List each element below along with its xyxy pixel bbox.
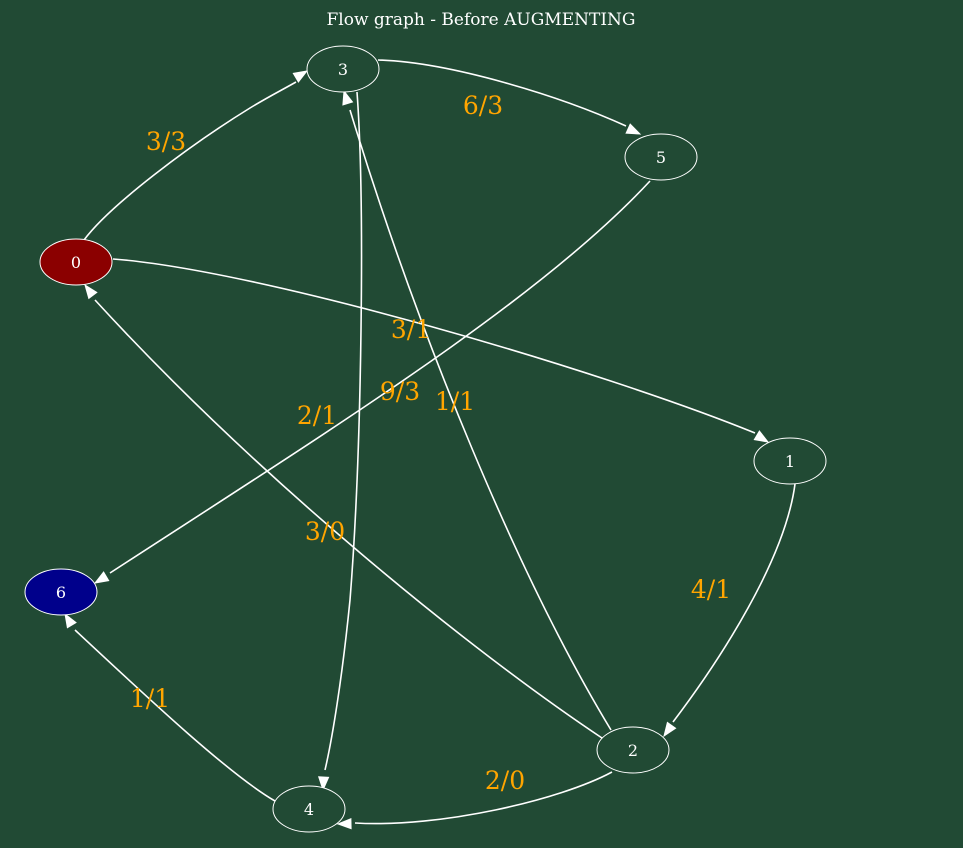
node-label: 4 [304, 800, 314, 819]
node-ellipse [24, 568, 98, 616]
edge-1-to-2 [663, 483, 796, 738]
edge-2-to-3 [342, 89, 612, 731]
edge-label-2-to-3: 1/1 [435, 387, 475, 416]
node-label: 0 [71, 253, 81, 272]
edge-line [94, 299, 603, 739]
node-6: 6 [24, 568, 98, 616]
edge-label-0-to-3: 3/3 [146, 127, 186, 156]
arrowhead-icon [84, 283, 98, 300]
node-1: 1 [753, 437, 827, 485]
edge-line [324, 91, 363, 771]
edge-label-0-to-1: 3/1 [391, 315, 431, 344]
edge-0-to-1 [112, 258, 770, 443]
edge-line [349, 109, 612, 731]
edge-label-3-to-5: 6/3 [463, 91, 503, 120]
edge-4-to-6 [64, 612, 276, 802]
edge-line [377, 59, 627, 127]
edge-line [672, 483, 796, 723]
edge-line [74, 629, 276, 802]
node-0: 0 [39, 238, 113, 286]
arrowhead-icon [64, 612, 77, 629]
graph-title: Flow graph - Before AUGMENTING [326, 10, 635, 30]
edge-2-to-0 [84, 283, 603, 739]
node-4: 4 [272, 785, 346, 833]
node-ellipse [596, 726, 670, 774]
edge-label-3-to-4: 2/1 [297, 401, 337, 430]
node-2: 2 [596, 726, 670, 774]
edge-label-5-to-6: 9/3 [380, 377, 420, 406]
node-label: 6 [56, 583, 66, 602]
arrowhead-icon [625, 123, 642, 135]
node-ellipse [753, 437, 827, 485]
node-label: 1 [785, 452, 795, 471]
edge-line [109, 180, 651, 574]
nodes-layer: 0 1 2 3 4 5 6 [24, 45, 827, 833]
arrowhead-icon [753, 430, 770, 443]
node-ellipse [624, 133, 698, 181]
edge-label-2-to-0: 3/0 [305, 517, 345, 546]
edge-label-4-to-6: 1/1 [130, 684, 170, 713]
edge-3-to-4 [317, 91, 363, 792]
node-label: 2 [628, 741, 638, 760]
arrowhead-icon [663, 721, 677, 738]
node-5: 5 [624, 133, 698, 181]
edge-labels-layer: 3/3 6/3 3/1 9/3 1/1 2/1 3/0 4/1 1/1 2/0 [130, 91, 731, 795]
edge-line [83, 81, 297, 241]
edge-line [112, 258, 756, 434]
node-label: 5 [656, 148, 666, 167]
edge-line [354, 771, 613, 825]
node-label: 3 [338, 60, 348, 79]
edge-5-to-6 [93, 180, 651, 584]
arrowhead-icon [93, 571, 110, 584]
edge-label-1-to-2: 4/1 [691, 575, 731, 604]
arrowhead-icon [292, 70, 309, 83]
edge-label-2-to-4: 2/0 [485, 766, 525, 795]
node-3: 3 [306, 45, 380, 93]
edge-0-to-3 [83, 70, 309, 241]
node-ellipse [272, 785, 346, 833]
arrowhead-icon [317, 776, 330, 792]
edge-2-to-4 [336, 771, 613, 830]
node-ellipse [306, 45, 380, 93]
arrowhead-icon [342, 89, 354, 106]
node-ellipse [39, 238, 113, 286]
arrowhead-icon [336, 817, 352, 830]
edges-layer [64, 59, 796, 830]
edge-3-to-5 [377, 59, 642, 135]
